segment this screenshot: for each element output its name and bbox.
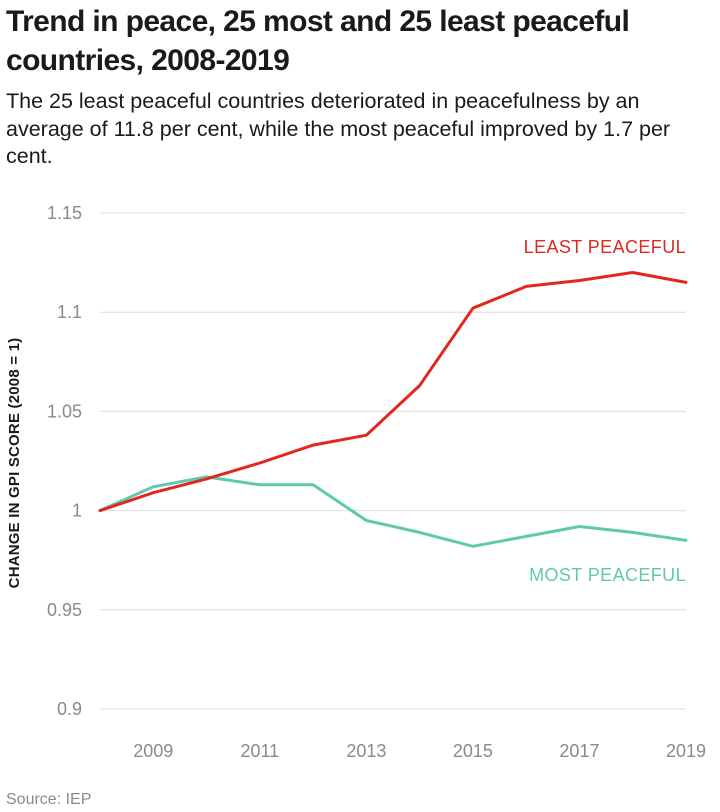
series-line-most-peaceful [98,475,688,548]
x-tick-label: 2019 [666,741,706,761]
gridlines [100,212,686,710]
chart-title: Trend in peace, 25 most and 25 least pea… [6,5,630,77]
x-tick-label: 2015 [453,741,493,761]
x-tick-label: 2011 [240,741,279,761]
chart-subtitle: The 25 least peaceful countries deterior… [6,89,671,168]
y-tick-label: 1.15 [47,203,82,223]
y-tick-label: 1 [72,501,82,521]
x-tick-label: 2017 [559,741,599,761]
y-tick-label: 1.1 [57,302,82,322]
series-label-most-peaceful: MOST PEACEFUL [529,565,686,585]
source-note: Source: IEP [6,791,92,808]
series-labels: LEAST PEACEFUL MOST PEACEFUL [524,237,686,585]
series-line-least-peaceful [98,271,688,513]
series-lines [98,271,688,548]
y-tick-label: 0.9 [57,699,82,719]
y-tick-label: 1.05 [47,401,82,421]
y-axis-label: CHANGE IN GPI SCORE (2008 = 1) [6,338,23,589]
y-tick-label: 0.95 [47,600,82,620]
x-tick-labels: 2009 2011 2013 2015 2017 2019 [133,741,706,761]
x-tick-label: 2013 [346,741,386,761]
x-tick-label: 2009 [133,741,173,761]
y-tick-labels: 0.9 0.95 1 1.05 1.1 1.15 [47,203,82,719]
series-label-least-peaceful: LEAST PEACEFUL [524,237,686,257]
